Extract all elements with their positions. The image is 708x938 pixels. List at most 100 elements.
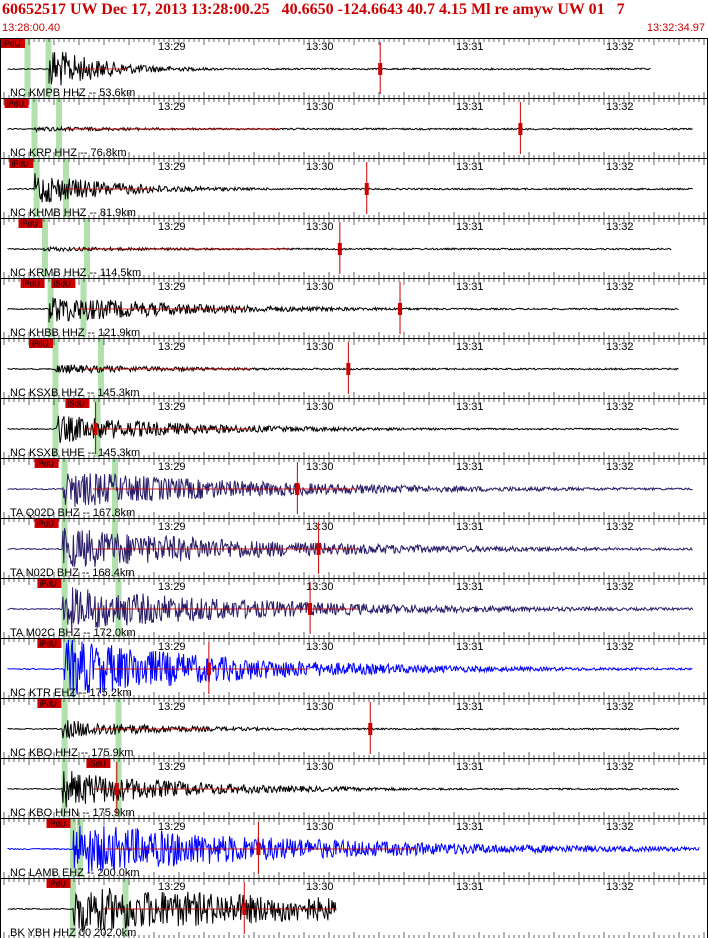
time-label: 13:32 [606, 521, 634, 533]
waveform [7, 51, 651, 86]
time-label: 13:31 [456, 521, 484, 533]
time-label: 13:31 [456, 641, 484, 653]
pick-label: iPdU [21, 220, 39, 229]
pick-flag [46, 819, 71, 828]
time-ticks [3, 279, 705, 338]
pick-label: iSdU [88, 760, 106, 769]
time-label: 13:29 [158, 641, 186, 653]
pick-flag [1, 39, 25, 48]
time-label: 13:30 [306, 161, 334, 173]
time-label: 13:32 [606, 881, 634, 893]
time-label: 13:31 [456, 161, 484, 173]
time-label: 13:31 [456, 101, 484, 113]
amplitude-marker-box [256, 843, 261, 855]
time-ticks [3, 339, 705, 398]
station-label: NC KHMB HHZ -- 81.9km [10, 207, 136, 219]
time-ticks [3, 759, 705, 818]
pick-flag [34, 459, 59, 468]
pick-window [45, 39, 52, 97]
amplitude-marker-box [114, 783, 119, 795]
pick-label: iPdU [39, 640, 57, 649]
time-ticks [3, 579, 705, 638]
time-label: 13:32 [606, 101, 634, 113]
trace-panel: 13:29 13:30 13:31 13:32 iPdU NC KTR EHZ -- 17… [0, 638, 708, 699]
time-label: 13:32 [606, 821, 634, 833]
pick-flag [65, 399, 90, 408]
station-label: NC KRMB HHZ -- 114.5km [10, 267, 141, 279]
pick-window [77, 819, 83, 877]
pick-label: iPdU [39, 580, 57, 589]
pick-window [122, 879, 129, 937]
pick-label: iPdU [37, 520, 55, 529]
pick-flag [20, 279, 45, 288]
station-label: NC KRP HHZ -- 76.8km [10, 147, 127, 159]
amplitude-marker-box [346, 363, 351, 375]
time-label: 13:29 [158, 881, 186, 893]
trace-panel: 13:29 13:30 13:31 13:32 iPdU TA M02C BHZ -- 1… [0, 578, 708, 639]
trace-panel: 13:29 13:30 13:31 13:32 iPdU BK YBH HHZ 00 20… [0, 878, 708, 938]
waveform [7, 527, 693, 568]
amplitude-marker-box [308, 603, 313, 615]
trace-panel: 13:29 13:30 13:31 13:32 iPdU NC KBO HHZ -- 17… [0, 698, 708, 759]
station-label: NC KHBB HHZ -- 121.9km [10, 327, 140, 339]
trace-panel: 13:29 13:30 13:31 13:32 iPdU NC LAMB EHZ -- 2… [0, 818, 708, 879]
event-title: 60652517 UW Dec 17, 2013 13:28:00.25 40.… [2, 1, 625, 18]
station-label: TA M02C BHZ -- 172.0km [10, 627, 136, 639]
time-label: 13:29 [158, 521, 186, 533]
time-label: 13:29 [158, 581, 186, 593]
trace-panel: 13:29 13:30 13:31 13:32 iPdU NC KHMB HHZ -- 8… [0, 158, 708, 219]
time-label: 13:32 [606, 281, 634, 293]
time-label: 13:30 [306, 101, 334, 113]
pick-window [33, 159, 40, 217]
waveform [7, 173, 693, 203]
time-label: 13:31 [456, 821, 484, 833]
trace-panel: 13:29 13:30 13:31 13:32 iSdU NC KSXB HHE -- 1… [0, 398, 708, 459]
time-label: 13:30 [306, 281, 334, 293]
amplitude-marker-box [398, 303, 403, 315]
pick-flag [51, 279, 76, 288]
trace-panel: 13:29 13:30 13:31 13:32 iPdU iSdU NC KHBB HHZ … [0, 278, 708, 339]
time-ticks [3, 639, 705, 698]
pick-label: iPdU [37, 460, 55, 469]
pick-label: iPdU [11, 160, 29, 169]
time-label: 13:29 [158, 281, 186, 293]
time-label: 13:29 [158, 461, 186, 473]
amplitude-marker-box [518, 123, 523, 135]
time-label: 13:29 [158, 101, 186, 113]
time-label: 13:30 [306, 401, 334, 413]
time-label: 13:29 [158, 161, 186, 173]
pick-flag [4, 99, 29, 108]
station-label: NC KBO HHZ -- 175.9km [10, 747, 133, 759]
time-label: 13:31 [456, 761, 484, 773]
time-label: 13:31 [456, 221, 484, 233]
pick-flag [37, 639, 62, 648]
time-ticks [3, 879, 705, 938]
station-label: TA N02D BHZ -- 168.4km [10, 567, 135, 579]
time-label: 13:32 [606, 161, 634, 173]
time-label: 13:31 [456, 341, 484, 353]
trace-panel: 13:29 13:30 13:31 13:32 iPdU NC KSXB HHZ -- 1… [0, 338, 708, 399]
waveform [7, 125, 693, 133]
time-label: 13:32 [606, 461, 634, 473]
pick-label: iPdU [7, 100, 25, 109]
time-ticks [3, 99, 705, 158]
amplitude-marker-box [242, 903, 247, 915]
pick-flag [86, 759, 111, 768]
time-label: 13:30 [306, 581, 334, 593]
pick-window [63, 639, 69, 697]
pick-flag [34, 519, 59, 528]
time-label: 13:29 [158, 761, 186, 773]
amplitude-marker-box [295, 483, 300, 495]
time-label: 13:30 [306, 221, 334, 233]
pick-label: iPdU [49, 880, 67, 889]
trace-panel: 13:29 13:30 13:31 13:32 iPdU NC KMPB HHZ -- 5… [0, 38, 708, 99]
pick-flag [29, 339, 53, 348]
waveform [7, 887, 337, 933]
station-label: NC KSXB HHE -- 145.3km [10, 447, 140, 459]
station-label: NC KBO HHN -- 175.9km [10, 807, 135, 819]
time-ticks [3, 159, 705, 218]
trace-panel: 13:29 13:30 13:31 13:32 iPdU NC KRMB HHZ -- 1… [0, 218, 708, 279]
pick-window [112, 459, 118, 517]
time-label: 13:29 [158, 821, 186, 833]
